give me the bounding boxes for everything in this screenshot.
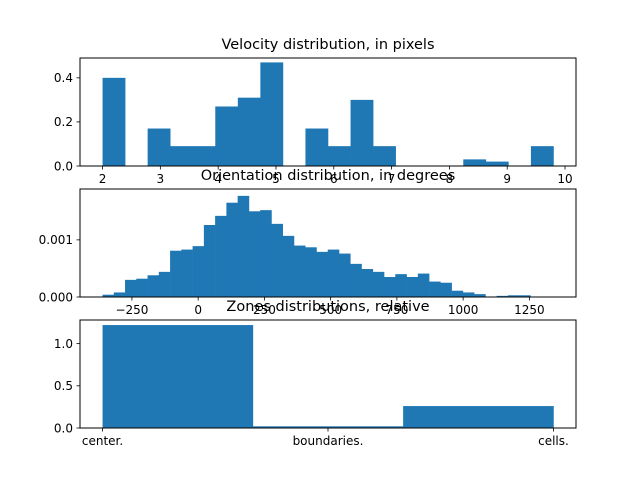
velocity-bar-10 bbox=[373, 146, 396, 166]
orientation-bar-30 bbox=[440, 282, 452, 297]
orientation-bar-3 bbox=[136, 278, 148, 297]
zones-histogram-panel: Zones distributions, relative center. bou… bbox=[54, 299, 577, 448]
orientation-bar-4 bbox=[147, 275, 160, 297]
velocity-plot-frame bbox=[79, 57, 577, 167]
orientation-bar-16 bbox=[282, 235, 295, 297]
orientation-bar-15 bbox=[271, 223, 283, 297]
zones-ytick-label-0: 0.0 bbox=[54, 421, 73, 435]
orientation-bar-2 bbox=[125, 279, 137, 297]
zones-ytick-label-1: 0.5 bbox=[54, 379, 73, 393]
orientation-xtick-label-4: 750 bbox=[385, 303, 408, 317]
orientation-bar-19 bbox=[316, 251, 329, 297]
orientation-bar-6 bbox=[170, 250, 182, 297]
orientation-plot-frame bbox=[79, 188, 577, 298]
velocity-chart-title: Velocity distribution, in pixels bbox=[221, 37, 434, 53]
velocity-ytick-label-2: 0.4 bbox=[54, 71, 73, 85]
orientation-bar-12 bbox=[237, 195, 250, 297]
orientation-bars bbox=[102, 195, 531, 297]
orientation-bar-37 bbox=[519, 295, 531, 297]
velocity-ytick-label-1: 0.2 bbox=[54, 115, 73, 129]
orientation-bar-7 bbox=[181, 249, 193, 297]
zones-xtick-label-2: cells. bbox=[538, 434, 569, 448]
orientation-bar-10 bbox=[215, 215, 227, 297]
velocity-bar-9 bbox=[350, 99, 374, 166]
velocity-xtick-label-0: 2 bbox=[99, 172, 107, 186]
orientation-bar-11 bbox=[226, 202, 238, 297]
orientation-bar-25 bbox=[384, 277, 396, 297]
velocity-xtick-label-3: 5 bbox=[272, 172, 280, 186]
zones-xtick-label-1: boundaries. bbox=[293, 434, 364, 448]
velocity-histogram-panel: Velocity distribution, in pixels 2 3 4 5 6 7 8… bbox=[54, 37, 577, 186]
zones-bar-1 bbox=[252, 426, 404, 428]
zones-xtick-label-0: center. bbox=[82, 434, 123, 448]
orientation-ytick-label-0: 0.000 bbox=[39, 290, 73, 304]
velocity-bar-6 bbox=[260, 62, 284, 166]
orientation-bar-35 bbox=[496, 295, 509, 297]
velocity-xtick-label-2: 4 bbox=[214, 172, 222, 186]
zones-chart-title: Zones distributions, relative bbox=[226, 299, 429, 315]
velocity-bars bbox=[102, 62, 554, 166]
orientation-xtick-label-2: 250 bbox=[253, 303, 276, 317]
orientation-axis-ticks: −250 0 250 500 750 1000 1250 0.000 0.001 bbox=[39, 233, 545, 317]
orientation-ytick-label-1: 0.001 bbox=[39, 233, 73, 247]
velocity-xtick-label-7: 9 bbox=[503, 172, 511, 186]
orientation-bar-24 bbox=[372, 271, 385, 297]
zones-bar-2 bbox=[403, 406, 554, 428]
orientation-bar-13 bbox=[248, 211, 261, 297]
orientation-bar-26 bbox=[395, 274, 407, 297]
orientation-bar-21 bbox=[339, 253, 351, 297]
orientation-bar-32 bbox=[462, 292, 475, 297]
orientation-xtick-label-5: 1000 bbox=[448, 303, 479, 317]
orientation-bar-36 bbox=[507, 295, 520, 297]
orientation-bar-1 bbox=[113, 292, 126, 297]
zones-bars bbox=[102, 325, 554, 428]
velocity-bar-11 bbox=[463, 159, 487, 166]
orientation-bar-28 bbox=[417, 273, 430, 297]
velocity-bar-8 bbox=[328, 146, 351, 166]
velocity-xtick-label-5: 7 bbox=[388, 172, 396, 186]
orientation-bar-17 bbox=[293, 245, 306, 297]
orientation-bar-9 bbox=[203, 225, 216, 297]
zones-bar-0 bbox=[102, 325, 254, 428]
orientation-xtick-label-6: 1250 bbox=[514, 303, 545, 317]
velocity-bar-1 bbox=[147, 128, 171, 166]
velocity-xtick-label-8: 10 bbox=[557, 172, 572, 186]
orientation-bar-27 bbox=[406, 277, 419, 297]
orientation-bar-14 bbox=[260, 210, 272, 297]
orientation-xtick-label-3: 500 bbox=[319, 303, 342, 317]
orientation-chart-title: Orientation distribution, in degrees bbox=[201, 168, 456, 184]
orientation-bar-5 bbox=[158, 271, 171, 297]
velocity-bar-5 bbox=[237, 97, 261, 166]
orientation-bar-31 bbox=[451, 290, 464, 297]
velocity-bar-13 bbox=[530, 146, 554, 166]
orientation-bar-33 bbox=[474, 294, 486, 297]
velocity-bar-4 bbox=[215, 106, 239, 166]
orientation-bar-18 bbox=[305, 247, 317, 297]
velocity-xtick-label-6: 8 bbox=[446, 172, 454, 186]
velocity-ytick-label-0: 0.0 bbox=[54, 159, 73, 173]
velocity-bar-3 bbox=[192, 146, 216, 166]
velocity-bar-7 bbox=[305, 128, 329, 166]
zones-axis-ticks: center. boundaries. cells. 0.0 0.5 1.0 bbox=[54, 337, 569, 448]
orientation-bar-8 bbox=[192, 246, 205, 297]
velocity-xtick-label-4: 6 bbox=[330, 172, 338, 186]
zones-ytick-label-2: 1.0 bbox=[54, 337, 73, 351]
orientation-xtick-label-0: −250 bbox=[115, 303, 148, 317]
orientation-bar-23 bbox=[361, 269, 374, 297]
orientation-histogram-panel: Orientation distribution, in degrees −25… bbox=[39, 168, 577, 317]
zones-plot-frame bbox=[79, 319, 577, 429]
velocity-bar-0 bbox=[102, 77, 126, 166]
orientation-bar-29 bbox=[429, 281, 441, 297]
velocity-bar-12 bbox=[485, 161, 509, 166]
orientation-bar-20 bbox=[327, 249, 340, 297]
velocity-xtick-label-1: 3 bbox=[157, 172, 165, 186]
orientation-bar-22 bbox=[350, 263, 362, 297]
velocity-axis-ticks: 2 3 4 5 6 7 8 9 10 0.0 0.2 0.4 bbox=[54, 71, 573, 186]
orientation-xtick-label-1: 0 bbox=[194, 303, 202, 317]
orientation-bar-0 bbox=[102, 294, 115, 297]
velocity-bar-2 bbox=[170, 146, 194, 166]
